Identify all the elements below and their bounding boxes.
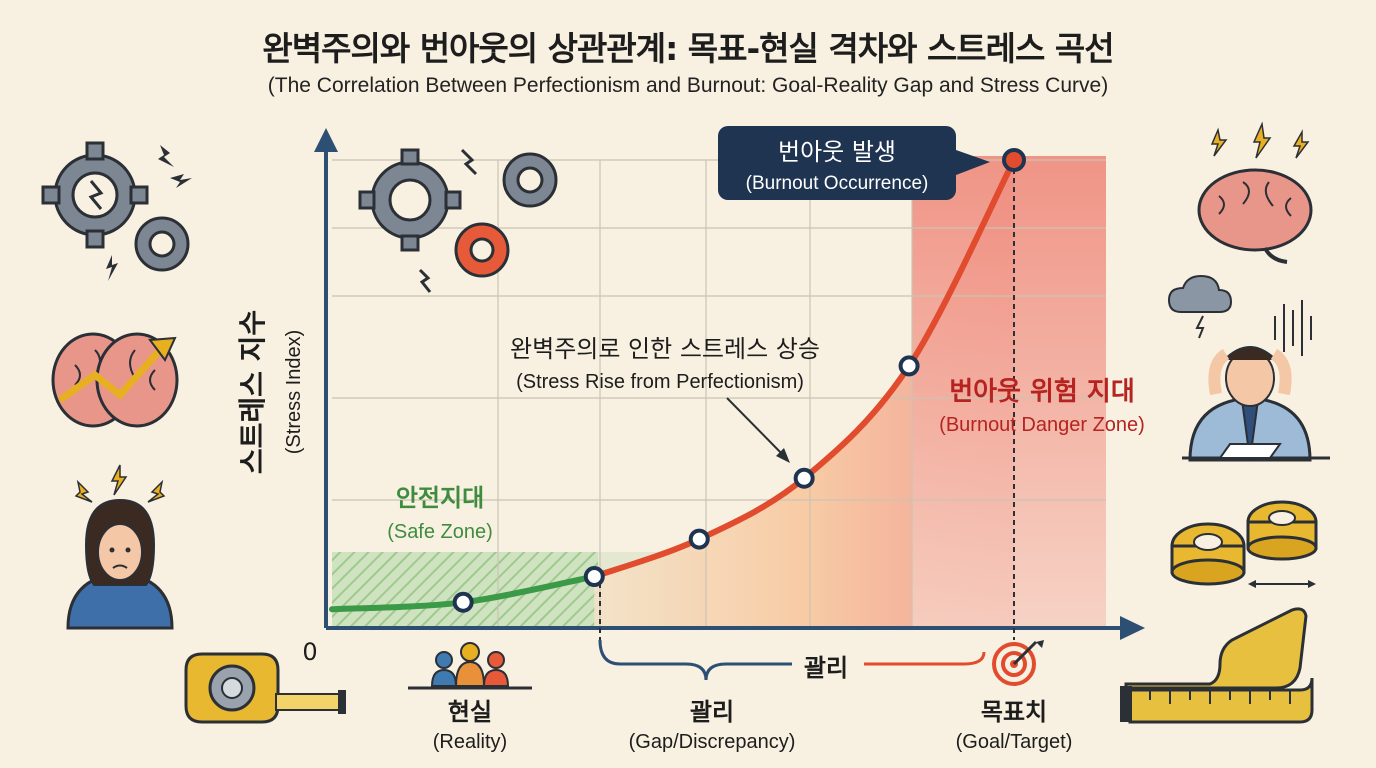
ruler-tape-icon [1120, 607, 1314, 724]
gap-label: 괄리 [690, 698, 734, 726]
callout-label-en: (Burnout Occurrence) [746, 173, 929, 194]
rise-annotation-label: 완벽주의로 인한 스트레스 상승 [510, 335, 820, 363]
danger-zone-label-en: (Burnout Danger Zone) [939, 414, 1145, 436]
curve-point [793, 467, 815, 489]
x-axis-arrow [1120, 616, 1145, 640]
target-icon [992, 640, 1044, 686]
curve-point [898, 355, 920, 377]
gap-brace-label: 괄리 [804, 654, 848, 682]
goal-label-en: (Goal/Target) [956, 731, 1073, 753]
callout-label: 번아웃 발생 [778, 138, 896, 166]
curve-point [1002, 148, 1026, 172]
gap-brace [598, 639, 792, 681]
gears-icon [454, 222, 510, 278]
y-axis-label-en: (Stress Index) [283, 330, 305, 454]
safe-zone-label-en: (Safe Zone) [387, 521, 493, 543]
grid [332, 159, 1106, 626]
lightning-icon [1210, 121, 1310, 159]
brain-icon [1197, 168, 1313, 264]
burnout-callout: 번아웃 발생 (Burnout Occurrence) [718, 126, 990, 200]
curve-markers [452, 148, 1026, 613]
lightning-icon [418, 148, 478, 293]
safe-zone-area [332, 552, 598, 626]
rise-arrow-head [776, 448, 790, 463]
danger-zone-label: 번아웃 위험 지대 [949, 377, 1135, 407]
brain-chart-icon [51, 332, 179, 428]
curve-point [583, 566, 605, 588]
curve-point [452, 591, 474, 613]
stressed-woman-icon [66, 464, 174, 630]
tape-measure-icon [184, 652, 346, 724]
goal-label: 목표치 [981, 698, 1047, 726]
reality-label-en: (Reality) [433, 731, 507, 753]
rise-annotation-arrow [726, 397, 787, 459]
risk-fill-area [594, 160, 1014, 628]
storm-cloud-icon [1167, 274, 1233, 339]
gears-icon [41, 141, 149, 249]
rise-annotation-label-en: (Stress Rise from Perfectionism) [516, 371, 804, 393]
y-axis-arrow [314, 128, 338, 152]
lightning-icon [1274, 300, 1312, 356]
gears-icon [502, 152, 558, 208]
safe-zone-label: 안전지대 [396, 484, 484, 512]
stressed-man-icon [1182, 346, 1330, 462]
people-icon [408, 642, 532, 690]
gears-icon [358, 148, 462, 252]
y-axis-label: 스트레스 지수 [236, 310, 269, 474]
page-title: 완벽주의와 번아웃의 상관관계: 목표-현실 격차와 스트레스 곡선 [262, 29, 1114, 68]
page-subtitle: (The Correlation Between Perfectionism a… [267, 74, 1109, 97]
gap-label-en: (Gap/Discrepancy) [629, 731, 796, 753]
stress-curve-risk [591, 157, 1017, 580]
danger-zone-area [912, 156, 1106, 626]
lightning-icon [106, 145, 192, 281]
reality-label: 현실 [448, 698, 492, 726]
gap-brace-risk [864, 651, 986, 666]
curve-point [688, 528, 710, 550]
origin-label: 0 [302, 638, 317, 666]
gears-icon [134, 216, 190, 272]
tape-rolls-icon [1170, 500, 1318, 588]
